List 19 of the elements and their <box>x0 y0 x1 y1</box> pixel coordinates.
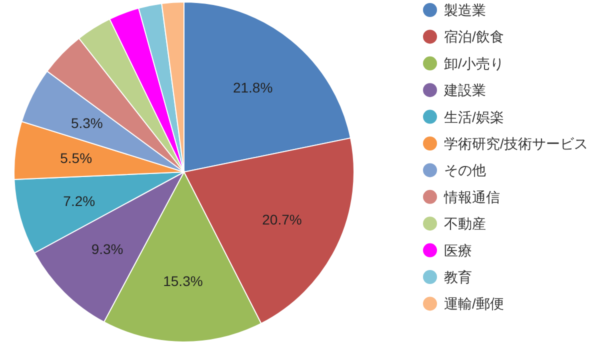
legend-label: 教育 <box>444 269 472 285</box>
legend-label: 卸/小売り <box>444 55 504 72</box>
legend-label: その他 <box>444 162 486 178</box>
legend-label: 生活/娯楽 <box>444 108 504 125</box>
data-label: 7.2% <box>63 193 96 210</box>
data-label: 20.7% <box>262 211 302 228</box>
data-label: 9.3% <box>91 241 124 258</box>
data-label: 15.3% <box>163 272 203 289</box>
legend-label: 学術研究/技術サービス <box>444 136 588 152</box>
legend-label: 宿泊/飲食 <box>444 28 504 45</box>
legend-label: 不動産 <box>444 216 486 232</box>
legend-label: 情報通信 <box>443 188 500 205</box>
legend-label: 建設業 <box>443 82 486 98</box>
legend-label: 製造業 <box>444 2 486 18</box>
data-label: 5.5% <box>60 150 92 166</box>
legend-label: 医療 <box>444 242 472 258</box>
data-label: 5.3% <box>70 114 103 131</box>
data-label: 21.8% <box>232 80 273 96</box>
legend-label: 運輸/郵便 <box>444 296 504 312</box>
